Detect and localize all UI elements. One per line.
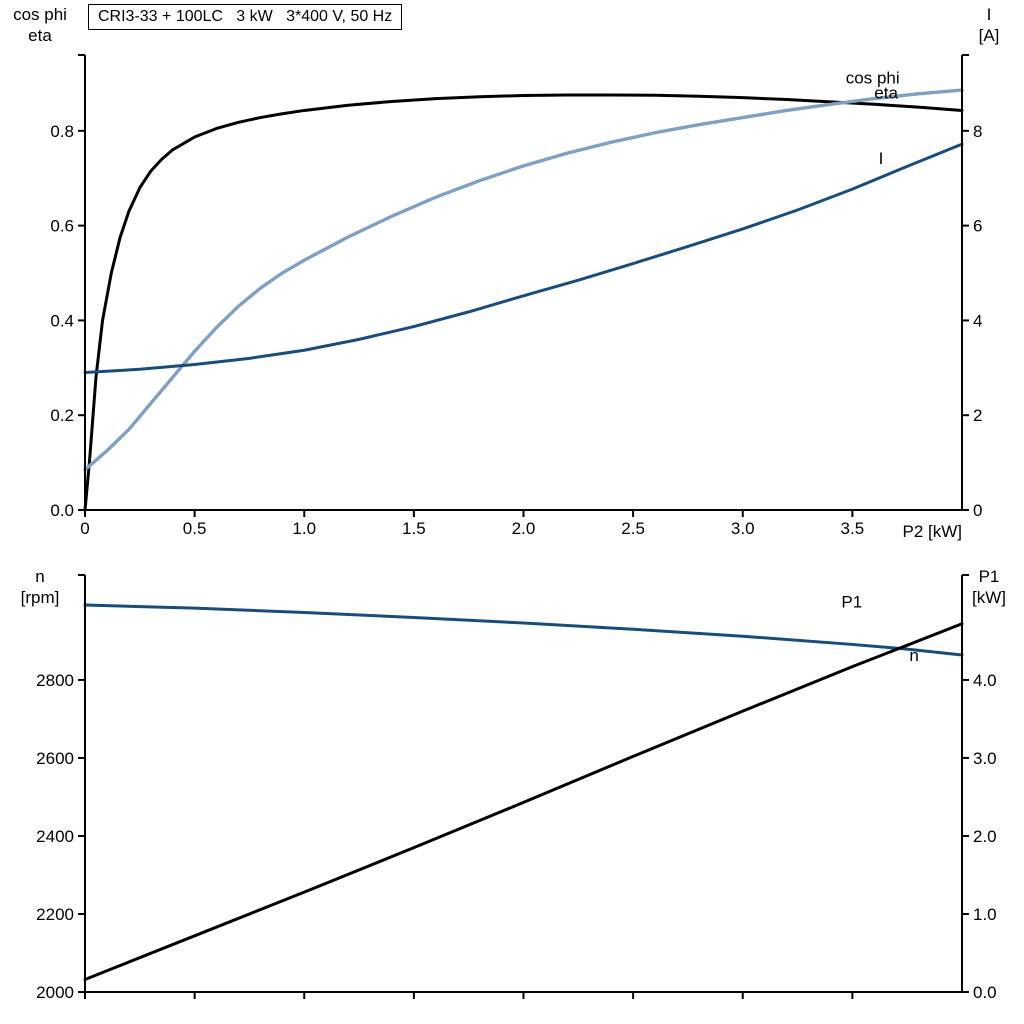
svg-text:P1: P1 <box>841 592 862 611</box>
top-right-axis-unit: I [A] <box>958 4 1020 46</box>
svg-text:3.5: 3.5 <box>841 519 865 538</box>
top-left-axis-unit: cos phi eta <box>0 4 80 46</box>
bottom-left-axis-unit: n [rpm] <box>0 566 80 608</box>
svg-text:1.0: 1.0 <box>973 905 997 924</box>
svg-text:I: I <box>879 149 884 168</box>
svg-text:4: 4 <box>973 311 982 330</box>
svg-text:6: 6 <box>973 217 982 236</box>
left-axis-label-speed: n <box>35 567 45 586</box>
svg-text:2.5: 2.5 <box>621 519 645 538</box>
svg-text:0.2: 0.2 <box>50 406 74 425</box>
svg-text:2000: 2000 <box>36 983 74 1002</box>
svg-text:0: 0 <box>80 519 89 538</box>
svg-text:0.4: 0.4 <box>50 311 74 330</box>
svg-text:0: 0 <box>973 501 982 520</box>
left-axis-label-cosphi: cos phi <box>13 5 67 24</box>
bottom-right-axis-unit: P1 [kW] <box>958 566 1020 608</box>
svg-text:0.8: 0.8 <box>50 122 74 141</box>
left-axis-label-eta: eta <box>28 26 52 45</box>
svg-text:0.6: 0.6 <box>50 217 74 236</box>
svg-text:3.0: 3.0 <box>973 749 997 768</box>
svg-text:2600: 2600 <box>36 749 74 768</box>
chart-title-box: CRI3-33 + 100LC 3 kW 3*400 V, 50 Hz <box>88 4 403 30</box>
right-axis-label-current: I <box>986 5 992 24</box>
svg-text:2400: 2400 <box>36 827 74 846</box>
svg-text:0.5: 0.5 <box>183 519 207 538</box>
svg-text:2200: 2200 <box>36 905 74 924</box>
svg-text:8: 8 <box>973 122 982 141</box>
svg-text:1.0: 1.0 <box>292 519 316 538</box>
svg-text:0.0: 0.0 <box>50 501 74 520</box>
svg-text:2800: 2800 <box>36 671 74 690</box>
svg-text:n: n <box>909 646 918 665</box>
svg-text:eta: eta <box>874 84 898 103</box>
right-axis-label-power: P1 <box>978 567 1000 586</box>
svg-text:2.0: 2.0 <box>512 519 536 538</box>
svg-text:4.0: 4.0 <box>973 671 997 690</box>
right-axis-unit-kw: [kW] <box>972 588 1006 607</box>
x-axis-label: P2 [kW] <box>902 522 962 541</box>
right-axis-unit-amps: [A] <box>978 26 1000 45</box>
svg-text:2.0: 2.0 <box>973 827 997 846</box>
svg-text:1.5: 1.5 <box>402 519 426 538</box>
svg-text:0.0: 0.0 <box>973 983 997 1002</box>
svg-text:3.0: 3.0 <box>731 519 755 538</box>
left-axis-unit-rpm: [rpm] <box>20 588 60 607</box>
svg-text:2: 2 <box>973 406 982 425</box>
svg-text:cos phi: cos phi <box>846 68 900 87</box>
